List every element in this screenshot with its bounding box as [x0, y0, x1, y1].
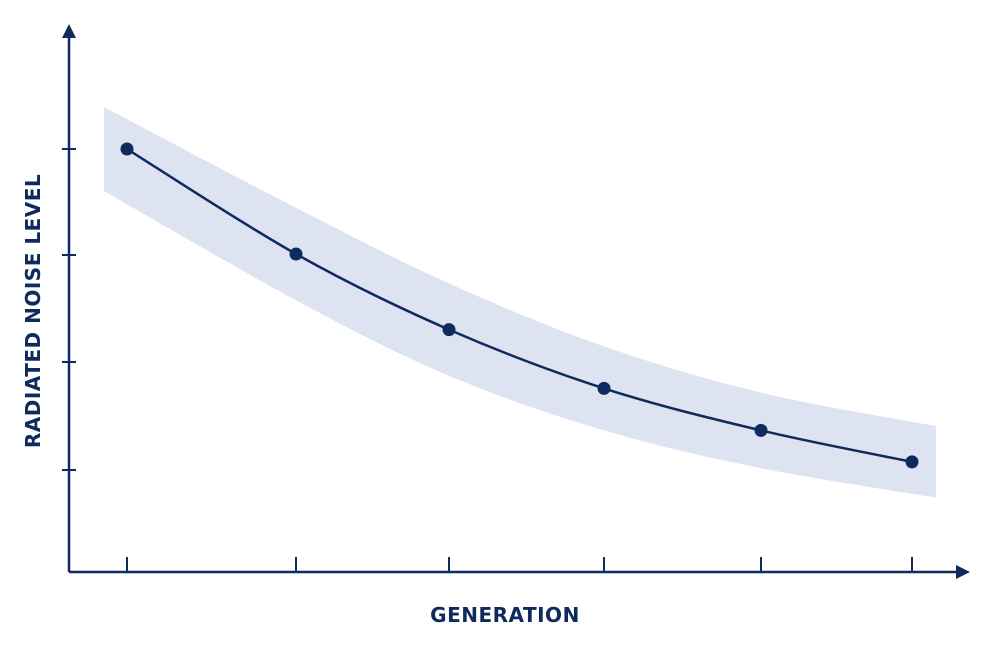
x-axis-label: GENERATION: [430, 603, 580, 627]
data-point-2: [289, 247, 303, 261]
x-axis-arrowhead: [956, 565, 970, 579]
data-points: [120, 142, 919, 469]
ticks: [62, 148, 913, 572]
y-axis-arrowhead: [62, 24, 76, 38]
axes: [62, 24, 970, 579]
series-line: [126, 147, 913, 464]
series-line-layer: [126, 147, 913, 464]
y-axis-label: RADIATED NOISE LEVEL: [21, 174, 45, 448]
confidence-band-layer: [104, 107, 936, 498]
data-point-3: [442, 323, 456, 337]
confidence-band: [104, 107, 936, 498]
data-point-5: [754, 423, 768, 437]
data-point-6: [905, 455, 919, 469]
data-point-1: [120, 142, 134, 156]
data-point-4: [597, 381, 611, 395]
